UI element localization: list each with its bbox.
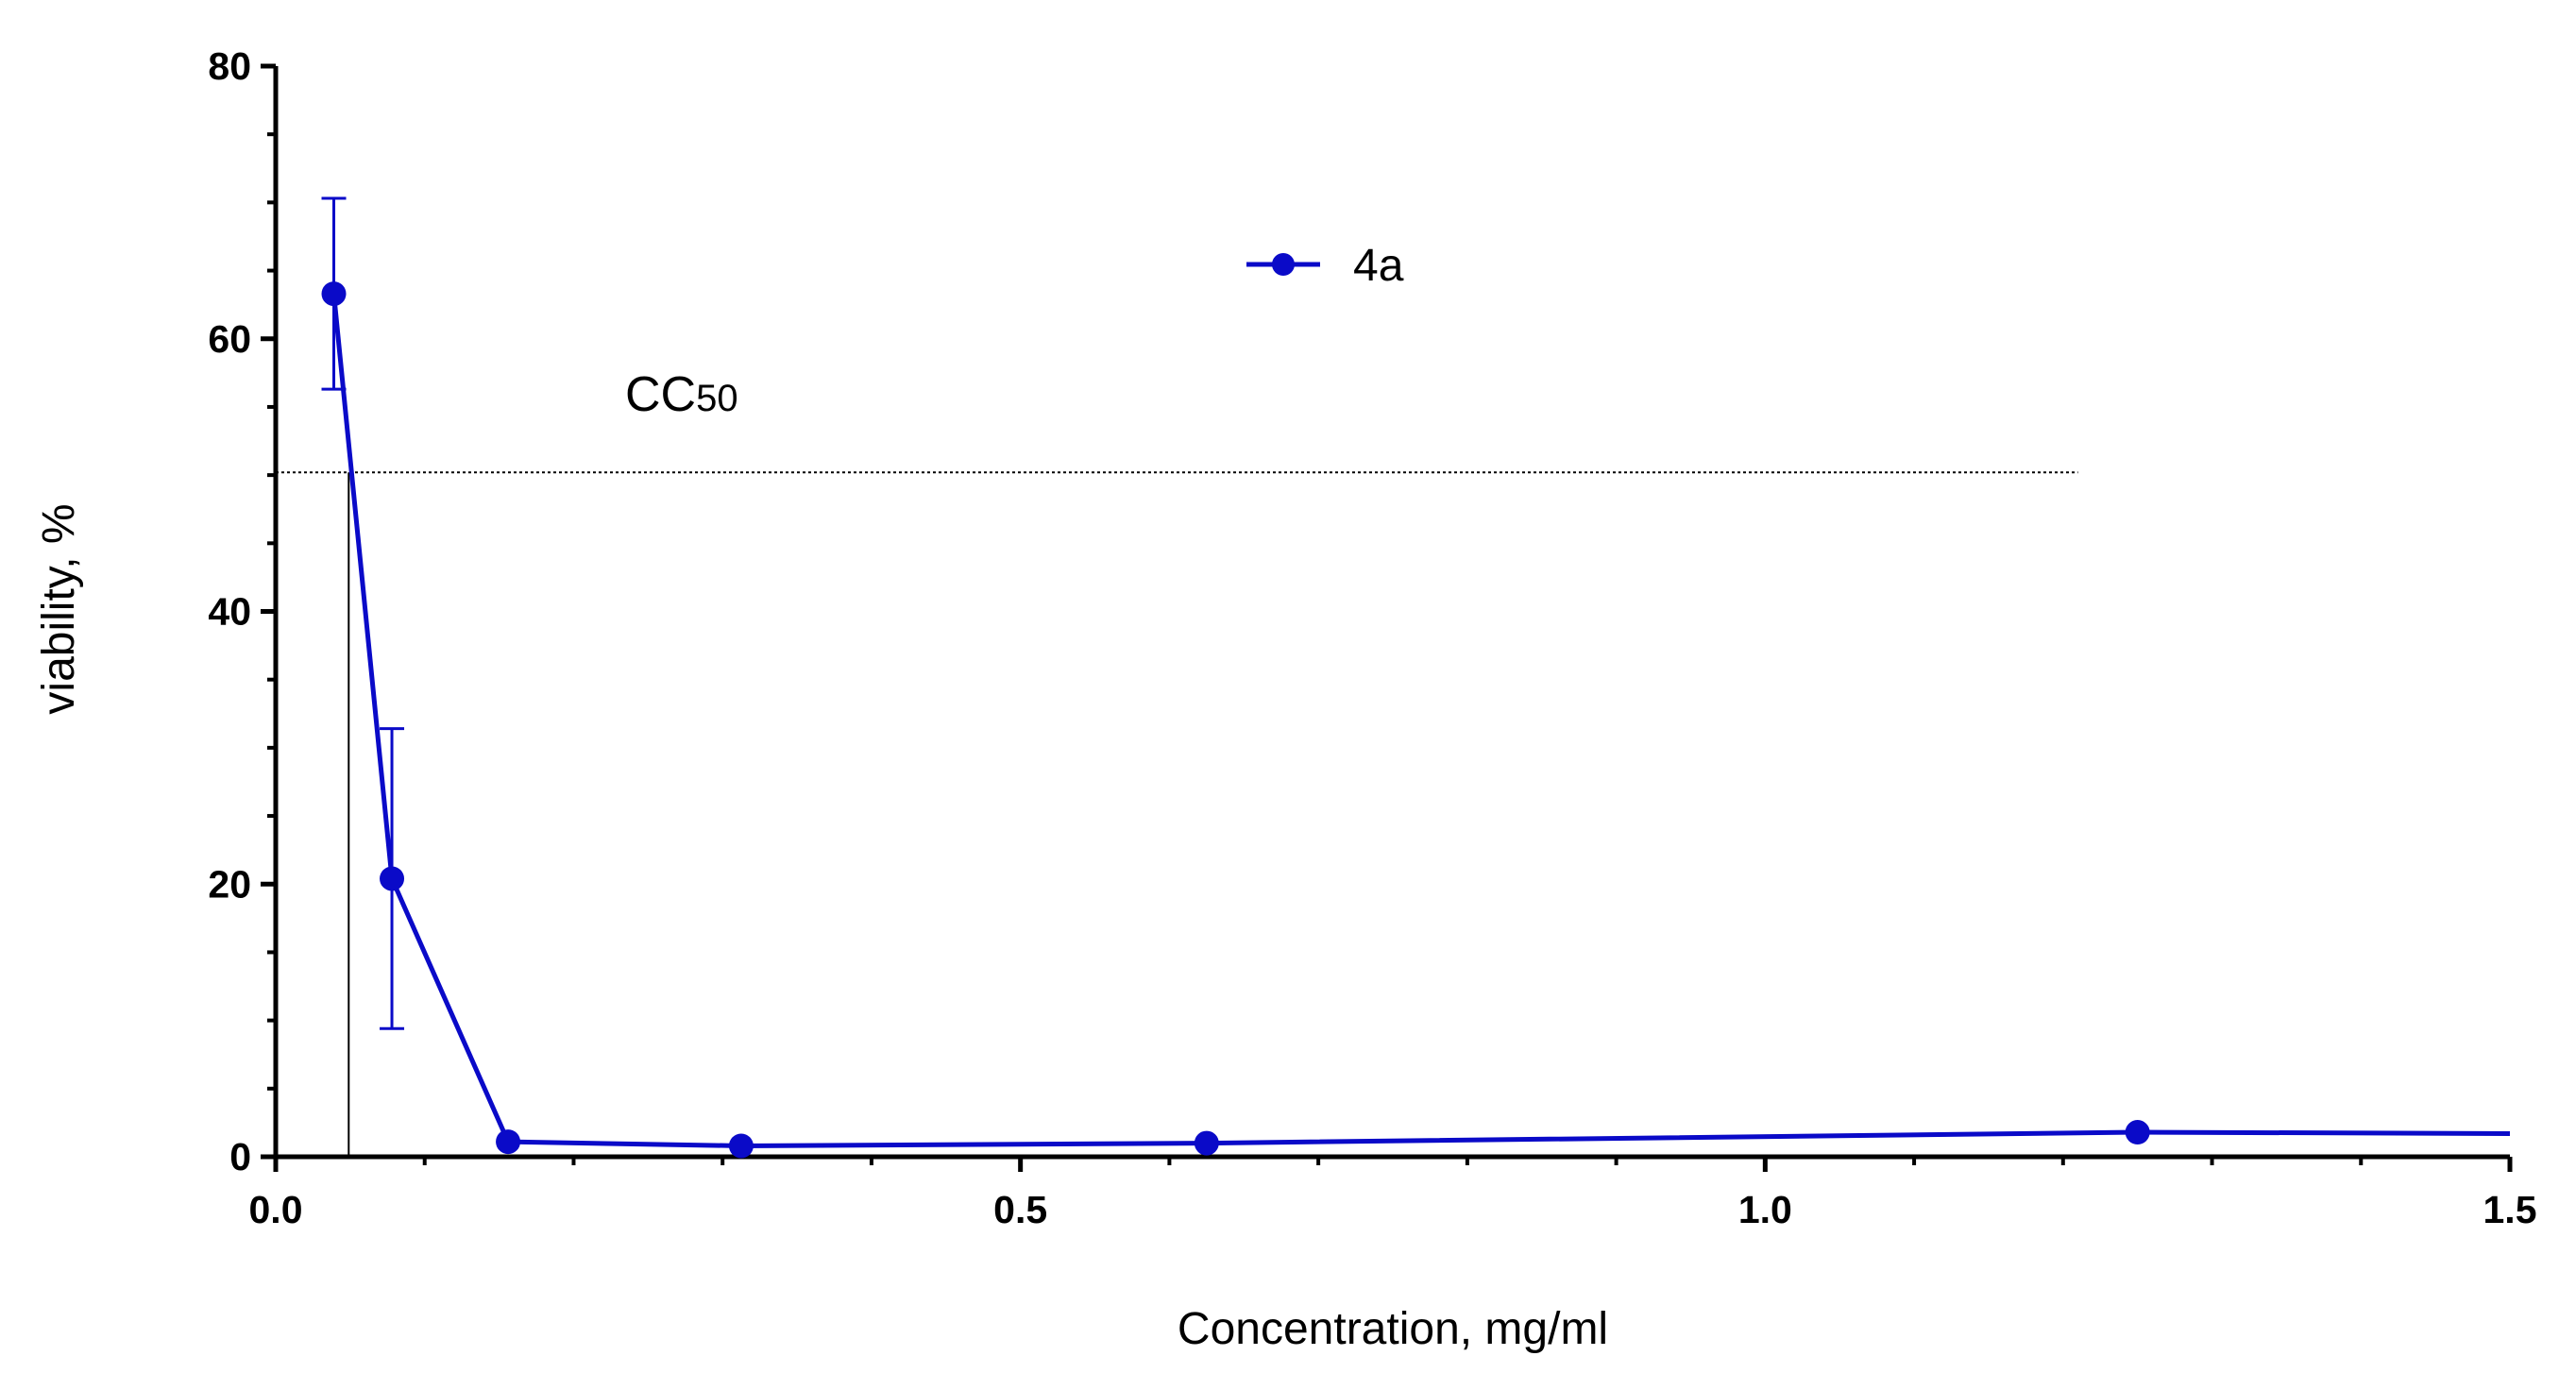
y-tick-label: 40 — [208, 590, 251, 634]
cc50-subscript-text: 50 — [696, 378, 738, 419]
legend-marker — [1272, 253, 1295, 276]
y-tick-label: 20 — [208, 862, 251, 906]
x-tick-label: 1.0 — [1738, 1188, 1792, 1231]
legend: 4a — [1246, 241, 1404, 291]
axes: 0 20 40 60 80 0.0 0.5 1.0 1.5 — [208, 44, 2536, 1231]
data-point — [1194, 1130, 1219, 1156]
x-tick-label: 1.5 — [2483, 1188, 2537, 1231]
y-axis-title: viability, % — [34, 503, 84, 714]
data-point — [728, 1133, 754, 1159]
y-tick-label: 0 — [229, 1135, 251, 1178]
legend-label-4a: 4a — [1353, 241, 1404, 291]
cc50-annotation: CC50 — [625, 367, 738, 422]
y-ticks: 0 20 40 60 80 — [208, 44, 276, 1178]
x-tick-label: 0.0 — [249, 1188, 303, 1231]
x-tick-label: 0.5 — [993, 1188, 1047, 1231]
data-point — [380, 866, 405, 891]
y-tick-label: 60 — [208, 317, 251, 361]
x-ticks: 0.0 0.5 1.0 1.5 — [249, 1157, 2537, 1231]
x-axis-title: Concentration, mg/ml — [1178, 1304, 1608, 1354]
data-point — [496, 1129, 521, 1155]
cc50-main-text: CC — [625, 367, 696, 422]
data-point — [2125, 1120, 2150, 1145]
reference-lines — [276, 471, 2078, 1155]
y-tick-label: 80 — [208, 44, 251, 88]
plot-area — [321, 196, 2511, 1159]
data-point — [321, 281, 347, 307]
